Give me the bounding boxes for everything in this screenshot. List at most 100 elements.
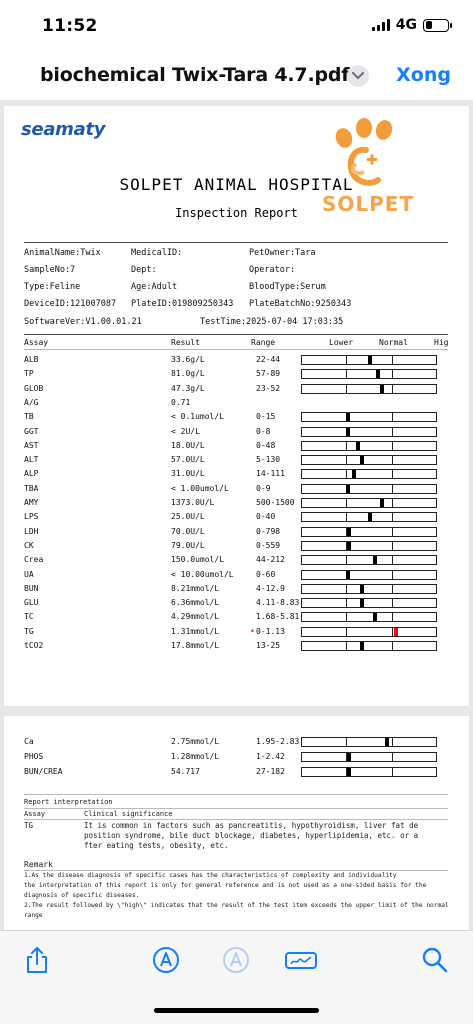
text-line: position syndrome, bile duct blockage, d… — [84, 831, 419, 840]
divider — [24, 808, 448, 809]
range-bar — [301, 540, 437, 551]
table-row: GLU 6.36mmol/L 4.11-8.83 — [24, 597, 464, 611]
assay-result: 33.6g/L — [171, 355, 205, 364]
result-marker — [347, 768, 351, 776]
interp-col-assay: Assay — [24, 810, 46, 818]
solpet-logo-text: SOLPET — [322, 192, 415, 216]
table-row: GLOB 47.3g/L 23-52 — [24, 383, 464, 397]
range-bar — [301, 583, 437, 594]
brand-logo: seamaty — [21, 119, 106, 140]
blood-type: BloodType:Serum — [249, 282, 326, 292]
text-line: fter eating tests, obesity, etc. — [84, 841, 229, 850]
search-icon[interactable] — [420, 945, 450, 975]
title-menu-button[interactable] — [347, 65, 369, 87]
result-marker — [373, 613, 377, 622]
text-line: diagnosis of specific diseases. — [24, 892, 140, 899]
assay-result: < 1.00umol/L — [171, 483, 229, 493]
pdf-page-2: Ca 2.75mmol/L 1.95-2.83 PHOS 1.28mmol/L 1-2.4… — [4, 716, 469, 930]
status-bar: 11:52 4G — [0, 0, 473, 50]
interpretation-heading: Report interpretation — [24, 798, 113, 806]
divider — [24, 242, 448, 243]
divider — [24, 349, 448, 350]
text-line: the interpretation of this report is onl… — [24, 882, 427, 889]
plate-batch: PlateBatchNo:9250343 — [249, 299, 352, 309]
table-row: AST 18.0U/L 0-48 — [24, 440, 464, 454]
result-marker — [368, 356, 372, 364]
reference-range: 23-52 — [256, 383, 281, 393]
table-row: BUN/CREA 54.717 27-182 — [24, 766, 464, 780]
test-time: TestTime:2025-07-04 17:03:35 — [200, 317, 344, 327]
assay-result: 17.8mmol/L — [171, 641, 220, 650]
result-marker — [368, 513, 372, 522]
range-bar — [301, 383, 437, 394]
assay-name: TC — [24, 612, 34, 622]
divider — [24, 334, 448, 335]
animal-age: Age:Adult — [131, 282, 178, 292]
share-icon[interactable] — [22, 945, 52, 975]
chevron-down-icon — [352, 72, 364, 80]
result-marker — [360, 599, 364, 608]
table-row: Crea 150.0umol/L 44-212 — [24, 554, 464, 568]
assay-name: LPS — [24, 512, 39, 522]
report-subtitle: Inspection Report — [175, 206, 298, 220]
done-button[interactable]: Xong — [396, 64, 451, 86]
result-marker — [346, 484, 350, 493]
reference-range: 1.68-5.81 — [256, 612, 300, 622]
remark-text: 1.As the disease diagnosis of specific c… — [24, 871, 449, 921]
range-bar — [301, 598, 437, 609]
reference-range: 0-8 — [256, 426, 271, 436]
interp-col-significance: Clinical significance — [84, 810, 173, 818]
assay-result: 54.717 — [171, 767, 200, 776]
assay-name: BUN/CREA — [24, 767, 63, 776]
reference-range: 1-2.42 — [256, 752, 285, 761]
table-row: TP 81.0g/L 57-89 — [24, 368, 464, 382]
result-marker — [373, 556, 377, 565]
reference-range: 500-1500 — [256, 498, 295, 507]
reference-range: 1.95-2.83 — [256, 737, 300, 746]
medical-id: MedicalID: — [131, 248, 183, 258]
reference-range: 0-9 — [256, 483, 271, 493]
range-bar — [301, 440, 437, 451]
assay-name: A/G — [24, 397, 39, 407]
divider — [24, 870, 448, 871]
result-marker — [352, 470, 356, 479]
range-bar — [301, 737, 437, 747]
signature-icon[interactable] — [284, 945, 318, 975]
assay-result: 6.36mmol/L — [171, 598, 220, 608]
assay-name: GLU — [24, 598, 39, 608]
result-marker — [356, 441, 360, 450]
assay-name: BUN — [24, 583, 39, 593]
table-row: A/G 0.71 — [24, 397, 464, 411]
reference-range: 0-48 — [256, 440, 276, 450]
assay-name: CK — [24, 540, 34, 550]
reference-range: 4.11-8.83 — [256, 598, 300, 608]
markup-icon[interactable] — [151, 945, 181, 975]
range-bar — [301, 426, 437, 437]
sample-no: SampleNo:7 — [24, 265, 76, 275]
text-line: 2.The result followed by \"high\" indica… — [24, 902, 449, 909]
table-row: UA < 10.00umol/L 0-60 — [24, 569, 464, 583]
range-bar — [301, 498, 437, 508]
assay-result: 1.28mmol/L — [171, 752, 220, 761]
reference-range: 0-60 — [256, 569, 276, 579]
assay-name: GLOB — [24, 383, 44, 393]
assay-result: 31.0U/L — [171, 469, 205, 479]
home-indicator — [154, 1008, 319, 1013]
reference-range: 4-12.9 — [256, 583, 285, 593]
reference-range: 0-798 — [256, 526, 281, 536]
paw-logo-icon — [335, 118, 393, 186]
range-bar — [301, 369, 437, 380]
result-marker — [360, 584, 364, 593]
col-normal: Normal — [379, 338, 408, 347]
interp-text: It is common in factors such as pancreat… — [84, 821, 418, 851]
range-bar — [301, 752, 437, 762]
pdf-viewer[interactable]: seamaty SOLPET SOLPET ANIMAL HOSPITAL In… — [0, 100, 473, 930]
range-bar — [301, 767, 437, 777]
document-title[interactable]: biochemical Twix-Tara 4.7.pdf — [40, 64, 350, 86]
reference-range: 0-1.13 — [256, 626, 285, 636]
table-row: CK 79.0U/L 0-559 — [24, 540, 464, 554]
reference-range: 0-40 — [256, 512, 276, 522]
assay-name: TP — [24, 369, 34, 379]
assay-result: < 0.1umol/L — [171, 412, 224, 422]
assay-result: 70.0U/L — [171, 526, 205, 536]
